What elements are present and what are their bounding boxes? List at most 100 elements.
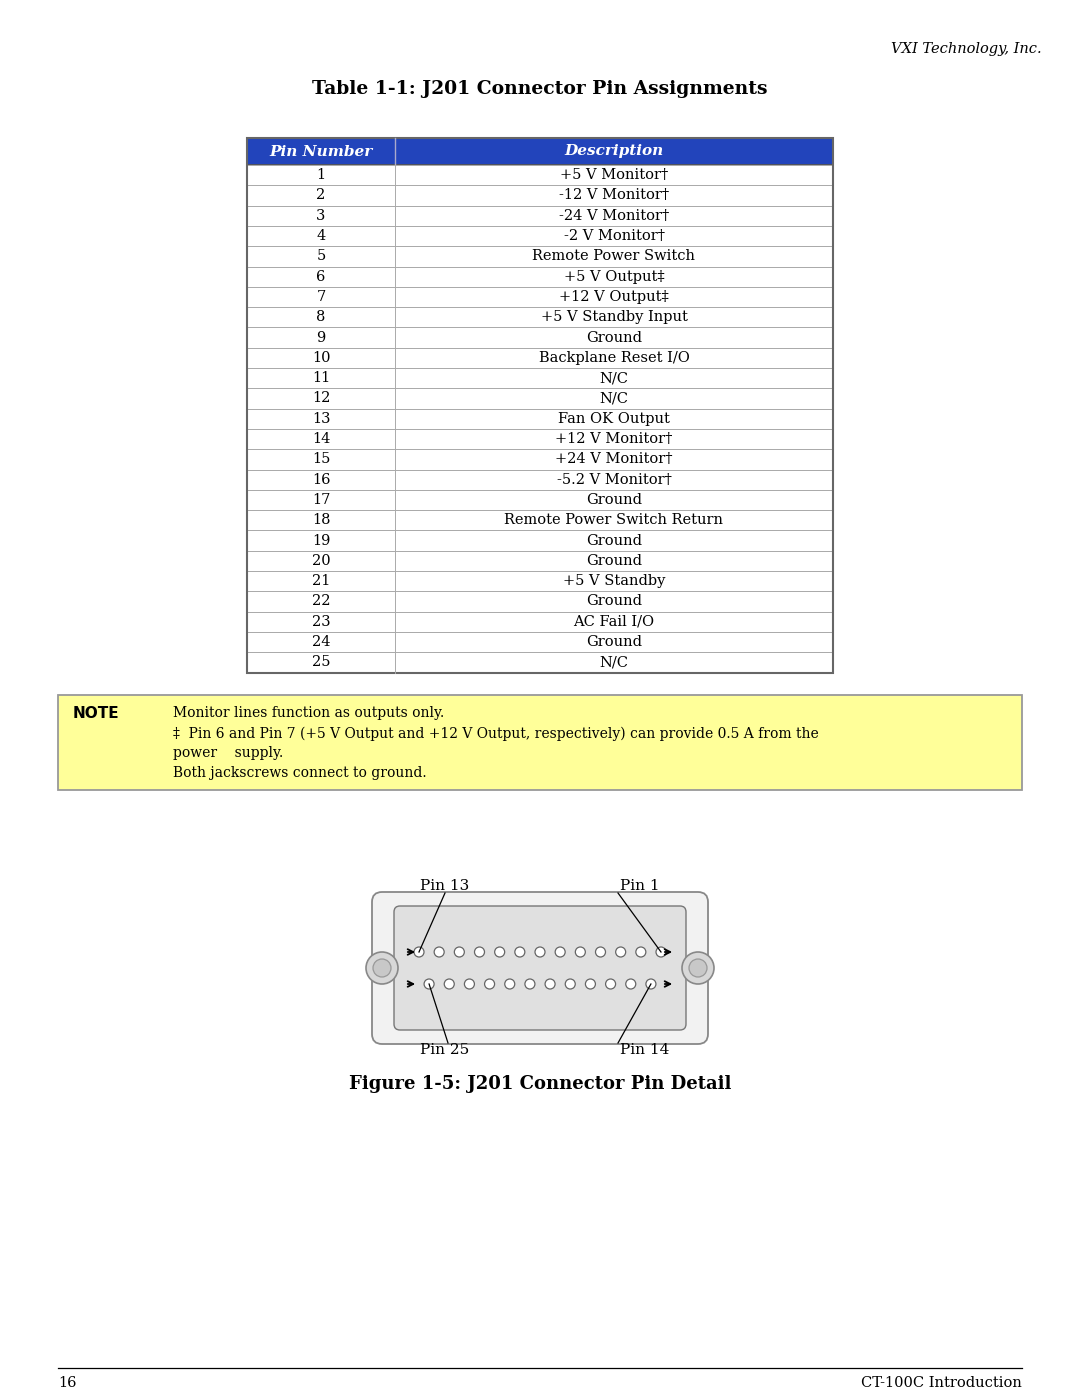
Text: Ground: Ground <box>586 636 642 650</box>
Text: 10: 10 <box>312 351 330 365</box>
Text: 2: 2 <box>316 189 326 203</box>
Text: 18: 18 <box>312 513 330 527</box>
Circle shape <box>535 947 545 957</box>
Text: Fan OK Output: Fan OK Output <box>558 412 670 426</box>
Circle shape <box>565 979 576 989</box>
Text: 20: 20 <box>312 553 330 567</box>
Bar <box>247 246 833 267</box>
Circle shape <box>434 947 444 957</box>
Circle shape <box>681 951 714 983</box>
Text: 17: 17 <box>312 493 330 507</box>
Bar <box>247 267 833 286</box>
Text: +5 V Monitor†: +5 V Monitor† <box>559 168 669 182</box>
Circle shape <box>424 979 434 989</box>
Circle shape <box>545 979 555 989</box>
Bar <box>247 205 833 226</box>
Text: -12 V Monitor†: -12 V Monitor† <box>559 189 670 203</box>
Circle shape <box>595 947 606 957</box>
Circle shape <box>636 947 646 957</box>
Text: 13: 13 <box>312 412 330 426</box>
Circle shape <box>444 979 455 989</box>
Bar <box>247 348 833 367</box>
Text: +12 V Monitor†: +12 V Monitor† <box>555 432 673 446</box>
Text: Description: Description <box>565 144 663 158</box>
Text: NOTE: NOTE <box>73 707 120 721</box>
Circle shape <box>646 979 656 989</box>
Text: -24 V Monitor†: -24 V Monitor† <box>558 208 670 222</box>
Text: Pin 14: Pin 14 <box>620 1044 670 1058</box>
Circle shape <box>485 979 495 989</box>
Bar <box>247 429 833 450</box>
Bar <box>247 327 833 348</box>
Text: 21: 21 <box>312 574 330 588</box>
Bar <box>247 388 833 408</box>
Bar <box>247 186 833 205</box>
Bar <box>247 138 833 672</box>
Bar <box>247 469 833 490</box>
Bar <box>247 490 833 510</box>
Text: 19: 19 <box>312 534 330 548</box>
Bar <box>247 286 833 307</box>
Circle shape <box>585 979 595 989</box>
Text: -5.2 V Monitor†: -5.2 V Monitor† <box>556 472 672 486</box>
Circle shape <box>515 947 525 957</box>
Text: 16: 16 <box>58 1376 77 1390</box>
Text: 7: 7 <box>316 291 326 305</box>
Bar <box>247 510 833 531</box>
Text: Pin 1: Pin 1 <box>620 879 660 893</box>
Bar <box>247 612 833 631</box>
Bar <box>247 307 833 327</box>
Text: -2 V Monitor†: -2 V Monitor† <box>564 229 664 243</box>
Text: 1: 1 <box>316 168 325 182</box>
Text: 15: 15 <box>312 453 330 467</box>
Text: Both jackscrews connect to ground.: Both jackscrews connect to ground. <box>173 767 427 781</box>
Text: +5 V Standby: +5 V Standby <box>563 574 665 588</box>
Text: 4: 4 <box>316 229 326 243</box>
Text: Pin 13: Pin 13 <box>420 879 469 893</box>
Text: +5 V Standby Input: +5 V Standby Input <box>541 310 688 324</box>
Text: Remote Power Switch Return: Remote Power Switch Return <box>504 513 724 527</box>
Bar <box>247 165 833 186</box>
Circle shape <box>656 947 666 957</box>
Bar <box>247 631 833 652</box>
Text: ‡  Pin 6 and Pin 7 (+5 V Output and +12 V Output, respectively) can provide 0.5 : ‡ Pin 6 and Pin 7 (+5 V Output and +12 V… <box>173 726 819 740</box>
Text: Ground: Ground <box>586 595 642 609</box>
Text: Ground: Ground <box>586 553 642 567</box>
Text: AC Fail I/O: AC Fail I/O <box>573 615 654 629</box>
Text: 23: 23 <box>312 615 330 629</box>
Text: Ground: Ground <box>586 331 642 345</box>
Circle shape <box>504 979 515 989</box>
Text: Pin Number: Pin Number <box>269 144 373 158</box>
Text: VXI Technology, Inc.: VXI Technology, Inc. <box>891 42 1042 56</box>
Bar <box>247 591 833 612</box>
Circle shape <box>455 947 464 957</box>
Text: Ground: Ground <box>586 493 642 507</box>
Text: +5 V Output‡: +5 V Output‡ <box>564 270 664 284</box>
FancyBboxPatch shape <box>372 893 708 1044</box>
Bar <box>247 450 833 469</box>
Text: N/C: N/C <box>599 391 629 405</box>
Text: 11: 11 <box>312 372 330 386</box>
Circle shape <box>616 947 625 957</box>
Circle shape <box>689 958 707 977</box>
Bar <box>247 367 833 388</box>
Bar <box>247 226 833 246</box>
Circle shape <box>366 951 399 983</box>
Text: N/C: N/C <box>599 372 629 386</box>
Text: 24: 24 <box>312 636 330 650</box>
Text: Figure 1-5: J201 Connector Pin Detail: Figure 1-5: J201 Connector Pin Detail <box>349 1076 731 1092</box>
Circle shape <box>606 979 616 989</box>
Bar <box>247 138 833 165</box>
Bar <box>58 694 1022 789</box>
Circle shape <box>373 958 391 977</box>
Text: +12 V Output‡: +12 V Output‡ <box>559 291 669 305</box>
Text: Ground: Ground <box>586 534 642 548</box>
Text: power    supply.: power supply. <box>173 746 283 760</box>
Text: 16: 16 <box>312 472 330 486</box>
Text: Remote Power Switch: Remote Power Switch <box>532 249 696 264</box>
Text: 14: 14 <box>312 432 330 446</box>
Text: 9: 9 <box>316 331 326 345</box>
Bar <box>247 408 833 429</box>
Bar <box>247 531 833 550</box>
Text: Backplane Reset I/O: Backplane Reset I/O <box>539 351 689 365</box>
